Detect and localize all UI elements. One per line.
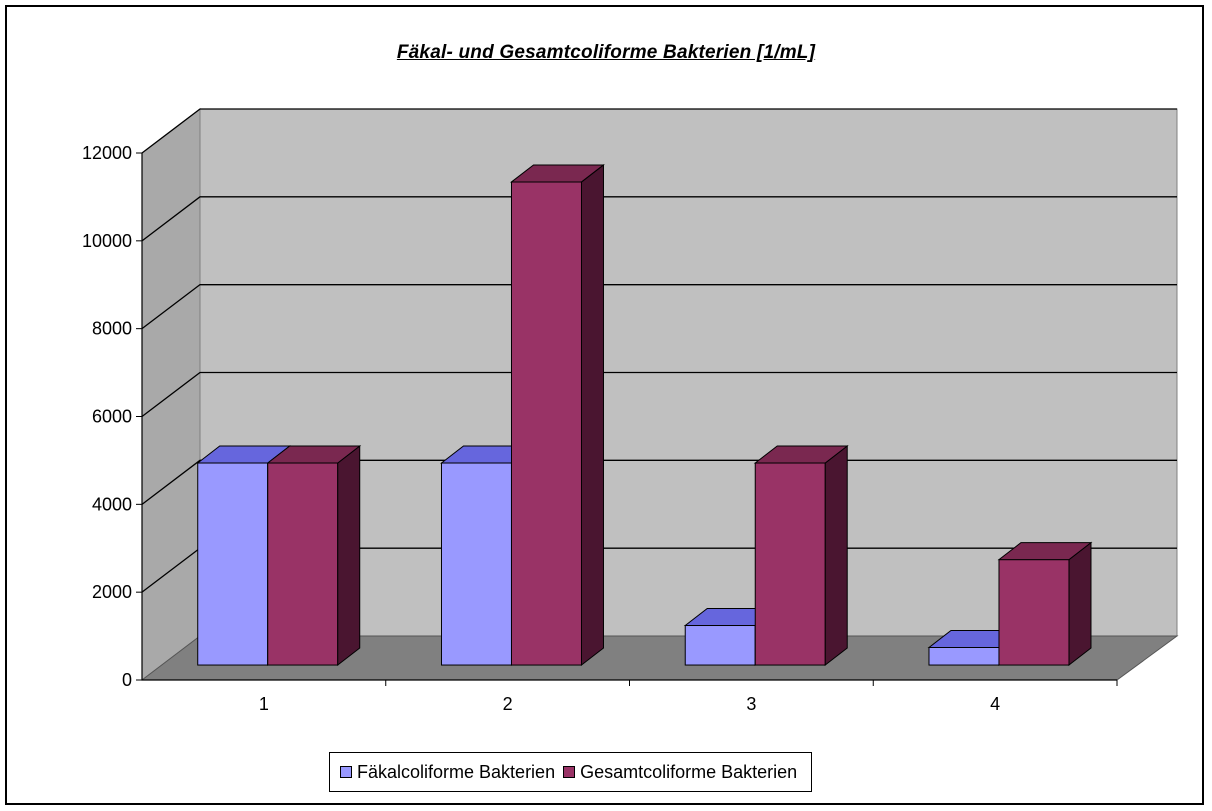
legend-item-faekal: Fäkalcoliforme Bakterien [340,762,555,783]
gridline [141,284,1177,330]
bar-gesamt-1 [266,445,362,667]
y-tick-label: 10000 [82,231,132,251]
bar-top [266,445,362,464]
bar-front [998,559,1070,666]
legend-label-faekal: Fäkalcoliforme Bakterien [357,761,556,782]
x-tick-label: 2 [503,694,513,714]
bar-front [928,646,1000,666]
y-tick-label: 6000 [92,407,132,427]
gridline [141,371,1177,418]
y-tick-label: 4000 [92,494,132,514]
bar-gesamt-4 [997,541,1093,667]
y-tick-label: 8000 [92,319,132,339]
bar-side [337,445,361,667]
gridline [141,108,1177,154]
x-tick-label: 1 [259,694,269,714]
bar-gesamt-2 [510,163,605,667]
x-tick-label: 4 [990,694,1000,714]
x-tick-label: 3 [746,694,756,714]
y-tick-label: 12000 [82,143,132,163]
bar-front [510,181,582,666]
bar-gesamt-3 [753,445,849,667]
chart-legend: Fäkalcoliforme Bakterien Gesamtcoliforme… [329,752,813,792]
y-tick-label: 0 [122,670,132,690]
bar-top [753,445,849,464]
bar-front [197,462,269,666]
bar-front [754,462,826,666]
gridline [141,196,1177,242]
legend-label-gesamt: Gesamtcoliforme Bakterien [580,761,798,782]
bar-front [267,462,339,666]
bar-top [510,164,605,183]
bar-side [1068,541,1092,667]
y-tick-label: 2000 [92,582,132,602]
legend-item-gesamt: Gesamtcoliforme Bakterien [563,762,797,783]
bar-front [684,625,756,666]
legend-swatch-gesamt [563,766,576,778]
chart-title: Fäkal- und Gesamtcoliforme Bakterien [1/… [396,42,816,63]
bar-side [824,445,848,667]
gridline [141,459,1177,505]
bar-side [580,163,604,667]
legend-swatch-faekal [340,766,352,778]
bar-top [997,542,1093,561]
bar-front [440,462,512,666]
